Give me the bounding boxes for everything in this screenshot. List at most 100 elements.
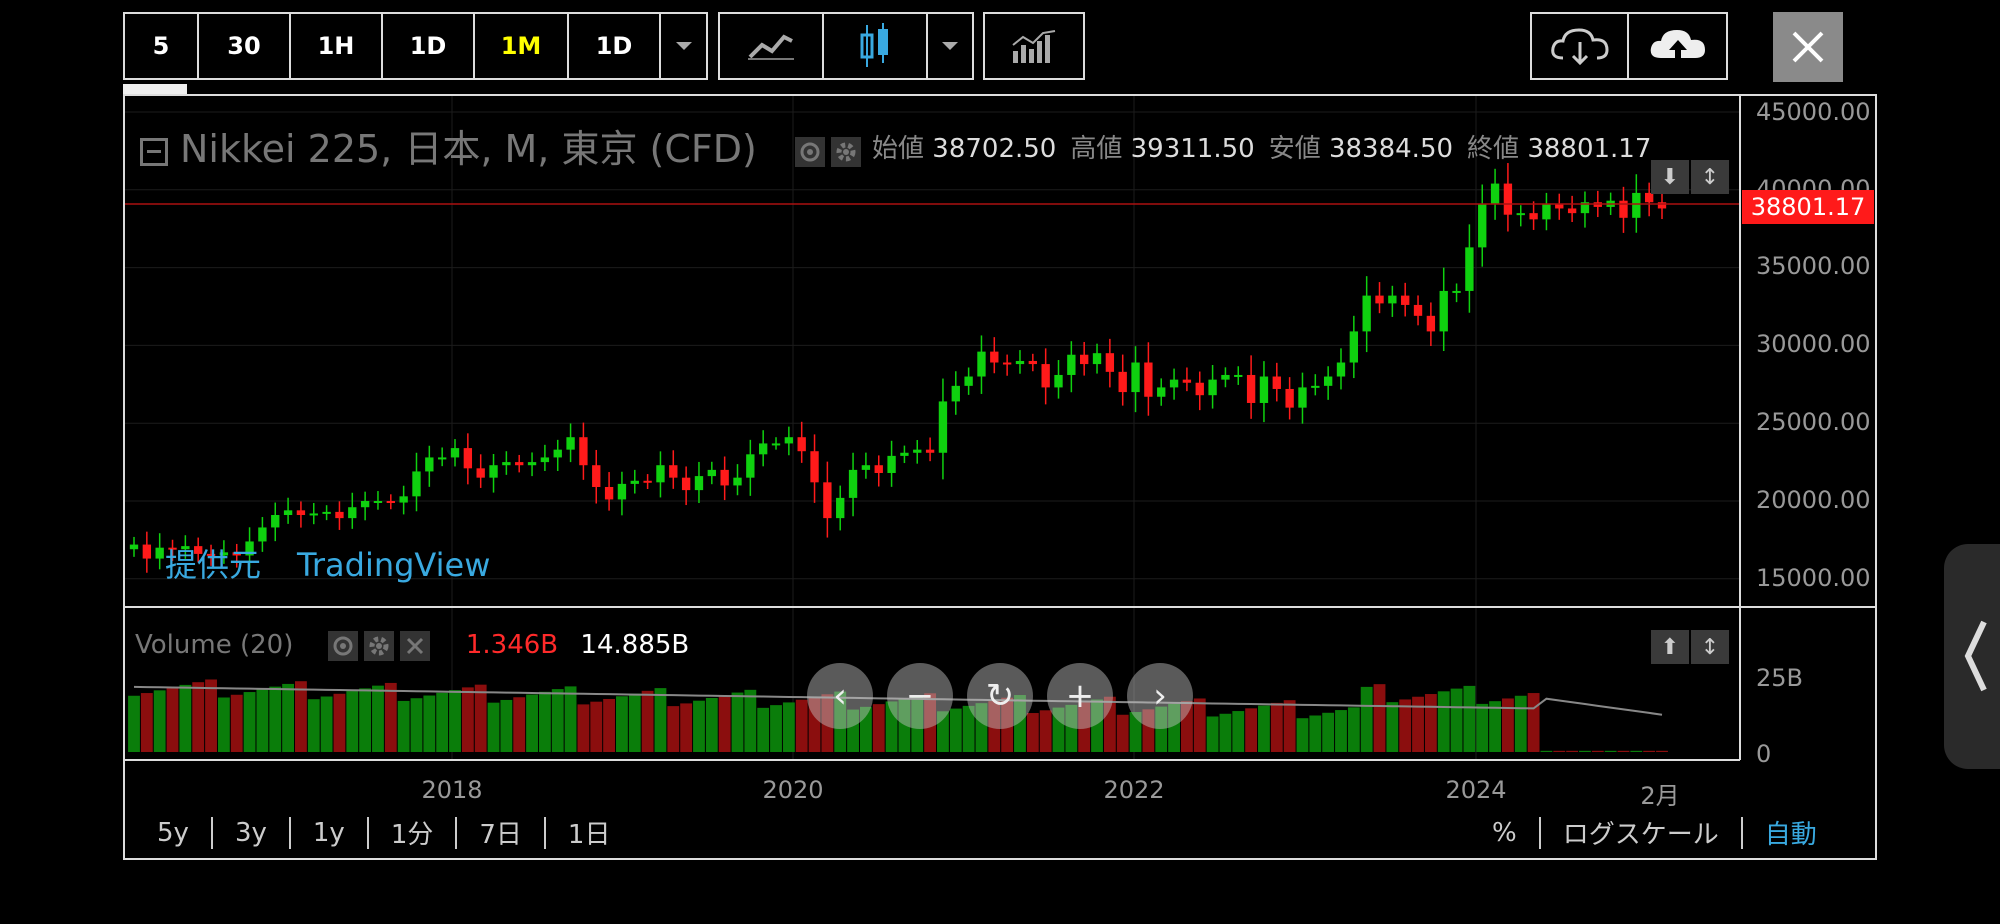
volume-bar (526, 694, 538, 752)
volume-bar (1566, 750, 1579, 752)
volume-bar (1193, 698, 1206, 752)
volume-bar (1579, 750, 1591, 752)
auto-scale-toggle[interactable]: 自動 (1764, 820, 1817, 850)
candle (1169, 379, 1179, 388)
volume-bar (962, 705, 975, 752)
volume-bar (487, 702, 500, 752)
candle (1555, 203, 1564, 209)
close-button[interactable] (1773, 12, 1843, 82)
range-1min[interactable]: 1分 (390, 820, 434, 850)
cloud-upload-button[interactable] (1629, 14, 1726, 78)
scroll-right-button[interactable]: › (1127, 663, 1193, 729)
volume-bar (128, 695, 140, 752)
y-tick-label: 30000.00 (1756, 330, 1871, 358)
volume-bar (770, 705, 782, 752)
eye-icon[interactable] (327, 630, 358, 661)
volume-bar (1656, 750, 1668, 752)
candle (515, 462, 524, 466)
interval-1d-alt-button[interactable]: 1D (569, 14, 661, 78)
range-3y[interactable]: 3y (234, 817, 267, 848)
range-1y[interactable]: 1y (312, 817, 345, 848)
symbol-title: Nikkei 225, 日本, M, 東京 (CFD) (180, 127, 757, 171)
move-up-button[interactable]: ⬆ (1651, 630, 1689, 664)
volume-bar (898, 698, 911, 752)
side-panel-tab[interactable] (1944, 544, 2000, 769)
gear-icon[interactable] (830, 136, 861, 167)
interval-30-button[interactable]: 30 (199, 14, 291, 78)
volume-bar (205, 679, 217, 752)
candle (155, 547, 164, 559)
percent-scale-toggle[interactable]: % (1492, 817, 1517, 848)
candle (348, 507, 357, 519)
chevron-left-icon (1964, 620, 1987, 692)
interval-1d-button[interactable]: 1D (383, 14, 475, 78)
x-tick-label: 2024 (1445, 776, 1507, 804)
candle (1054, 374, 1063, 388)
candle (194, 546, 203, 554)
candle (990, 351, 999, 363)
volume-bar (1630, 750, 1643, 752)
close-value: 38801.17 (1527, 134, 1652, 164)
range-7d[interactable]: 7日 (479, 820, 522, 850)
range-1d[interactable]: 1日 (567, 820, 611, 850)
cloud-download-button[interactable] (1532, 14, 1630, 78)
resize-button[interactable]: ↕ (1691, 160, 1729, 194)
volume-bar (1206, 716, 1219, 752)
candle (1015, 360, 1025, 365)
candle (746, 454, 755, 478)
interval-1m-button[interactable]: 1M (475, 14, 569, 78)
volume-bar (179, 684, 192, 752)
volume-bar (718, 695, 731, 752)
log-scale-toggle[interactable]: ログスケール (1562, 820, 1719, 850)
candle (168, 547, 177, 550)
volume-bar (577, 704, 590, 752)
candle (1105, 353, 1115, 372)
volume-bar (1091, 699, 1103, 752)
candle (1413, 304, 1423, 316)
candle (938, 401, 948, 453)
scroll-thumb[interactable] (123, 84, 187, 94)
remove-icon[interactable] (399, 630, 430, 661)
volume-bar (1039, 710, 1052, 752)
candle (797, 437, 806, 452)
candle (1323, 376, 1333, 386)
chart-type-dropdown-button[interactable] (928, 14, 972, 78)
volume-bar (474, 684, 487, 752)
volume-bar (911, 696, 924, 752)
interval-5-button[interactable]: 5 (125, 14, 199, 78)
candle (771, 443, 781, 446)
candle (848, 469, 858, 498)
range-5y[interactable]: 5y (157, 817, 189, 848)
provider-link[interactable]: TradingView (297, 546, 491, 584)
volume-bar (551, 689, 564, 752)
reset-button[interactable]: ↻ (967, 663, 1033, 729)
interval-1h-button[interactable]: 1H (291, 14, 383, 78)
indicators-button[interactable] (985, 14, 1083, 78)
minus-icon: − (905, 676, 935, 716)
candlestick-chart-button[interactable] (824, 14, 928, 78)
candle (232, 552, 241, 556)
candle (1272, 376, 1281, 389)
chart-frame (123, 94, 1877, 860)
candle (887, 455, 896, 473)
interval-dropdown-button[interactable] (661, 14, 706, 78)
volume-title: Volume (20) (135, 630, 294, 660)
eye-icon[interactable] (794, 136, 825, 167)
volume-value-red: 1.346B (465, 630, 559, 660)
volume-bar (1463, 685, 1476, 752)
zoom-out-button[interactable]: − (887, 663, 953, 729)
move-down-button[interactable]: ⬇ (1651, 160, 1689, 194)
candle (322, 511, 331, 514)
volume-bar (140, 693, 153, 752)
line-chart-button[interactable] (720, 14, 824, 78)
volume-resize-button[interactable]: ↕ (1691, 630, 1729, 664)
zoom-in-button[interactable]: + (1047, 663, 1113, 729)
y-tick-label: 25000.00 (1756, 408, 1871, 436)
volume-bar (1437, 691, 1450, 752)
gear-icon[interactable] (363, 630, 394, 661)
candle (733, 477, 742, 486)
candle (296, 510, 306, 516)
scroll-left-button[interactable]: ‹ (807, 663, 873, 729)
collapse-icon[interactable] (140, 137, 168, 166)
